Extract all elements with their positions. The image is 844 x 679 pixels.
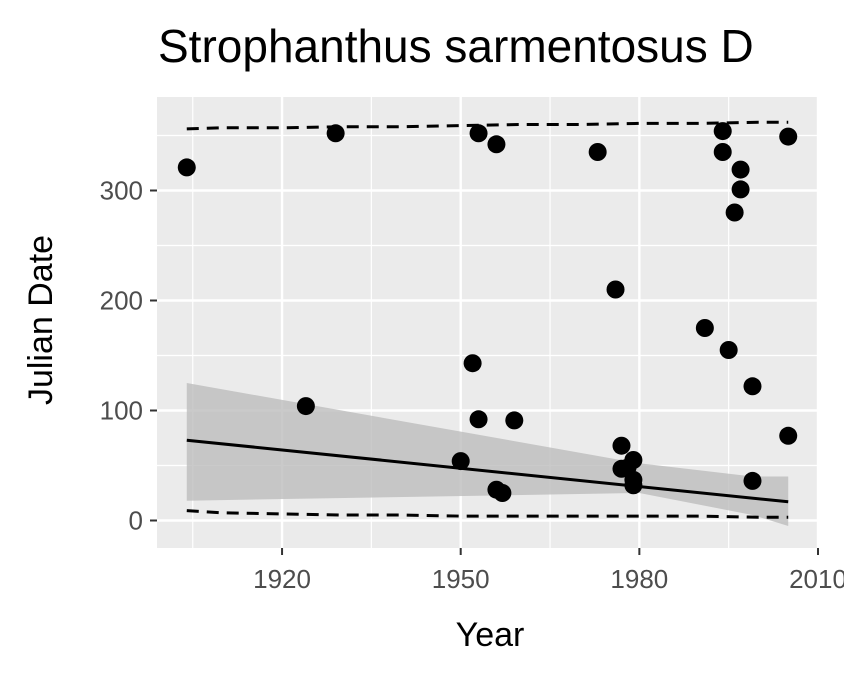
x-tick-label: 2010 xyxy=(789,564,844,594)
data-point xyxy=(463,354,482,373)
y-tick-label: 200 xyxy=(100,286,143,316)
x-tick-label: 1980 xyxy=(610,564,668,594)
data-point xyxy=(451,452,470,471)
data-point xyxy=(469,410,488,429)
data-point xyxy=(588,143,607,161)
axis-layer: 1920 1950 1980 2010 0 100 200 300 xyxy=(100,176,844,595)
data-point xyxy=(469,124,488,143)
data-point xyxy=(612,436,631,455)
y-tick-label: 300 xyxy=(100,176,143,206)
line-layer xyxy=(186,120,789,519)
y-tick-label: 0 xyxy=(129,506,143,536)
data-point xyxy=(177,158,196,177)
data-point xyxy=(713,143,732,161)
x-axis-title: Year xyxy=(456,616,525,654)
data-point xyxy=(743,471,762,490)
data-point xyxy=(725,203,744,222)
data-point xyxy=(719,341,738,359)
data-point xyxy=(779,426,798,445)
upper-dashed-line xyxy=(186,120,789,131)
data-point xyxy=(326,124,345,143)
point-layer xyxy=(177,122,798,502)
lower-dashed-line xyxy=(186,509,789,519)
data-point xyxy=(731,180,750,199)
data-point xyxy=(296,397,315,416)
x-tick-label: 1920 xyxy=(253,564,311,594)
chart-title: Strophanthus sarmentosus D xyxy=(158,20,754,72)
data-point xyxy=(487,135,506,154)
y-axis-title: Julian Date xyxy=(22,235,60,405)
x-tick-label: 1950 xyxy=(432,564,490,594)
data-point xyxy=(731,160,750,179)
data-point xyxy=(624,451,643,469)
data-point xyxy=(713,122,732,141)
data-point xyxy=(493,484,512,502)
data-point xyxy=(695,319,714,337)
data-point xyxy=(779,127,798,146)
data-point xyxy=(624,476,643,495)
trend-line xyxy=(186,438,789,504)
data-point xyxy=(743,377,762,396)
data-point xyxy=(606,280,625,299)
y-tick-label: 100 xyxy=(100,396,143,426)
data-point xyxy=(505,411,524,430)
